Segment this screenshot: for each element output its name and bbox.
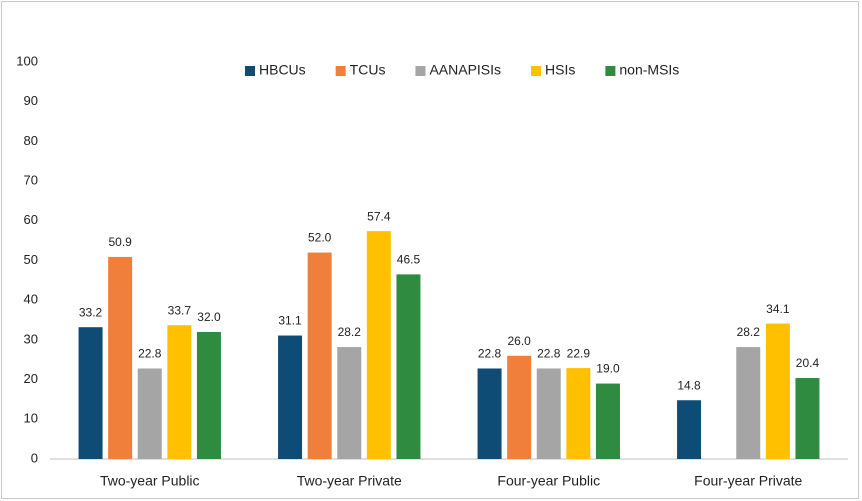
bar	[366, 231, 391, 459]
value-label: 28.2	[737, 325, 761, 339]
legend-label: AANAPISIs	[429, 62, 501, 78]
bar	[536, 368, 561, 459]
y-tick-label: 50	[24, 252, 38, 267]
y-tick-label: 70	[24, 173, 38, 188]
value-label: 22.8	[138, 347, 162, 361]
legend-label: HSIs	[545, 62, 575, 78]
x-tick-label: Four-year Private	[694, 473, 802, 489]
x-tick-label: Two-year Public	[100, 473, 200, 489]
bar	[78, 327, 103, 459]
bar	[337, 347, 362, 459]
bar	[167, 325, 192, 459]
bar	[396, 274, 421, 459]
y-tick-label: 60	[24, 212, 38, 227]
y-tick-label: 20	[24, 371, 38, 386]
bar	[278, 335, 303, 459]
y-tick-label: 100	[16, 53, 38, 68]
value-label: 28.2	[338, 325, 362, 339]
value-label: 22.8	[478, 347, 502, 361]
value-label: 26.0	[507, 334, 531, 348]
bar	[566, 368, 591, 459]
value-label: 14.8	[677, 378, 701, 392]
bar	[795, 378, 820, 459]
value-label: 19.0	[596, 362, 620, 376]
value-label: 31.1	[278, 314, 302, 328]
bar	[595, 383, 620, 459]
legend-label: TCUs	[350, 62, 386, 78]
x-tick-label: Two-year Private	[297, 473, 402, 489]
y-tick-label: 10	[24, 411, 38, 426]
bar	[736, 347, 761, 459]
value-label: 33.7	[168, 303, 192, 317]
bar	[108, 256, 133, 459]
y-tick-label: 0	[31, 450, 38, 465]
value-label: 20.4	[796, 356, 820, 370]
legend-swatch	[415, 66, 426, 76]
legend-swatch	[531, 66, 542, 76]
legend-label: non-MSIs	[619, 62, 679, 78]
bar	[307, 252, 332, 459]
y-tick-label: 40	[24, 292, 38, 307]
bar	[477, 368, 502, 459]
x-tick-label: Four-year Public	[497, 473, 600, 489]
legend-swatch	[245, 66, 255, 76]
legend-swatch	[605, 66, 616, 76]
y-tick-label: 90	[24, 93, 38, 108]
value-label: 34.1	[766, 302, 790, 316]
legend-swatch	[335, 66, 346, 76]
value-label: 46.5	[397, 253, 421, 267]
bar	[507, 355, 532, 459]
value-label: 22.8	[537, 347, 561, 361]
value-label: 52.0	[308, 231, 332, 245]
y-tick-label: 80	[24, 133, 38, 148]
value-label: 32.0	[197, 310, 221, 324]
bar	[677, 400, 702, 459]
bar	[137, 368, 162, 459]
bar	[196, 331, 221, 459]
value-label: 50.9	[108, 235, 132, 249]
y-tick-label: 30	[24, 331, 38, 346]
value-label: 22.9	[567, 346, 591, 360]
legend-label: HBCUs	[259, 62, 306, 78]
value-label: 33.2	[79, 305, 103, 319]
bar	[765, 323, 790, 459]
value-label: 57.4	[367, 209, 391, 223]
